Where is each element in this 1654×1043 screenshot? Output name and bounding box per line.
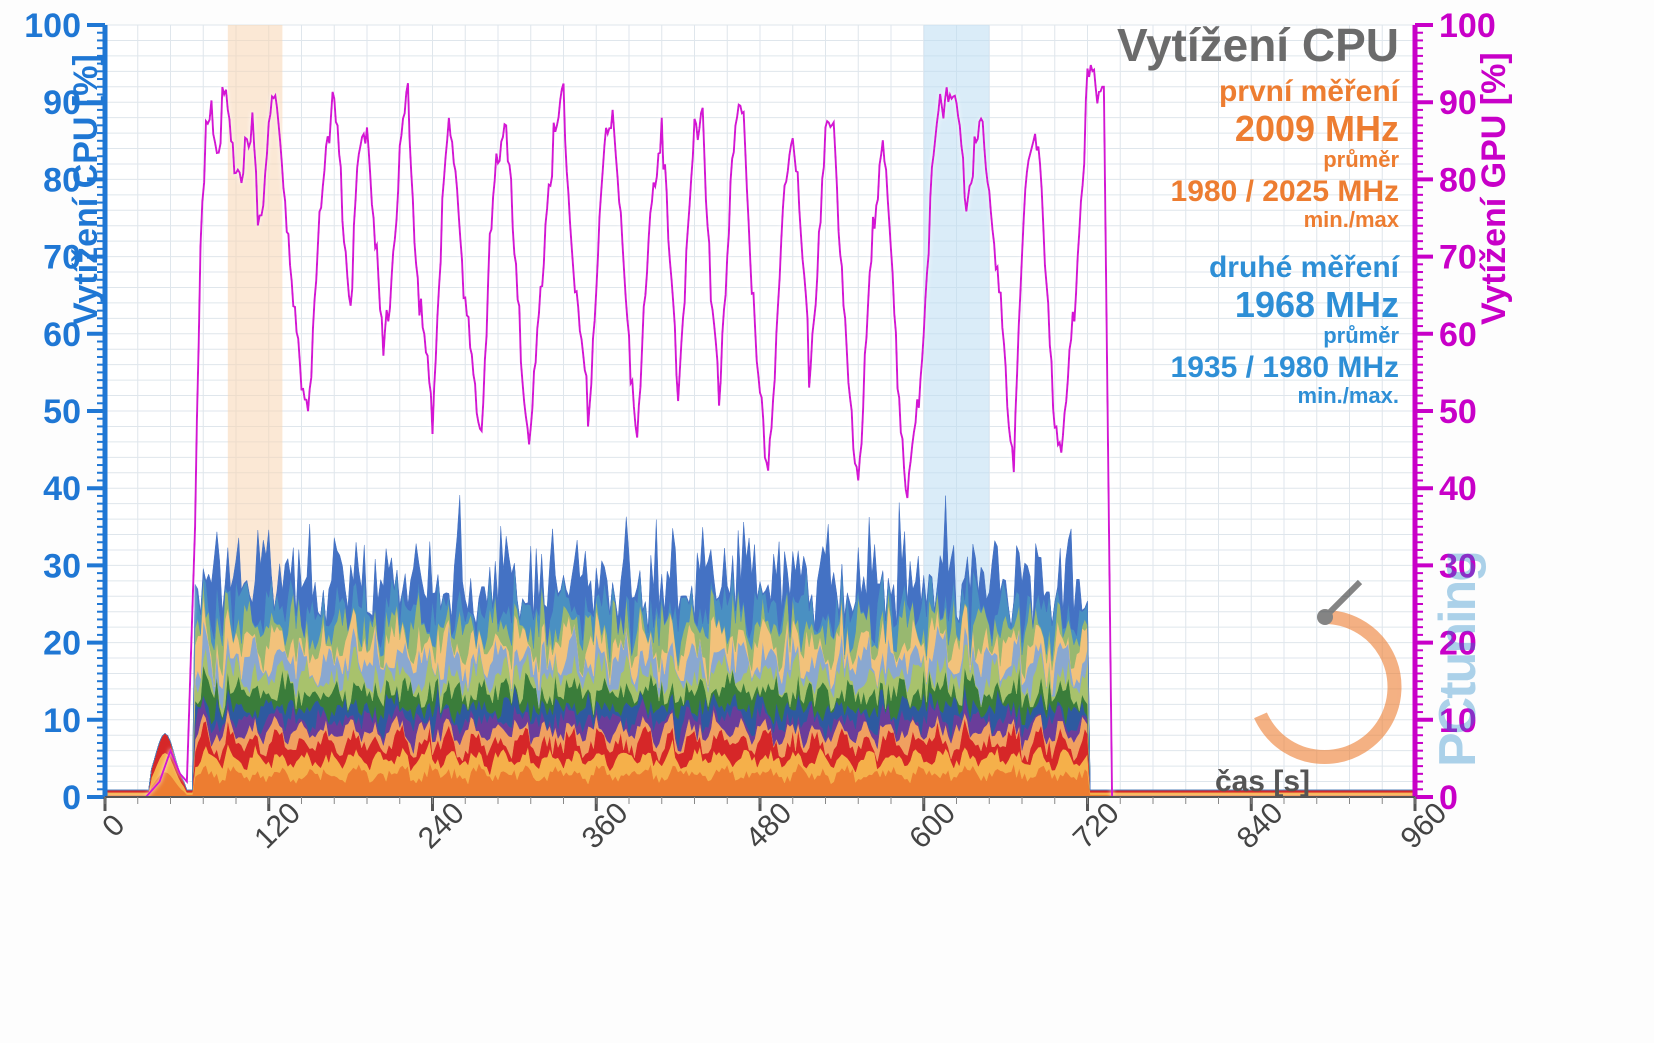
svg-text:50: 50: [1439, 393, 1477, 431]
svg-text:min./max: min./max: [1304, 207, 1400, 232]
x-axis-label: čas [s]: [1215, 765, 1310, 798]
svg-text:0: 0: [96, 808, 131, 843]
svg-text:30: 30: [43, 547, 81, 585]
y-right-axis-label: Vytížení GPU [%]: [1475, 52, 1513, 325]
svg-text:70: 70: [1439, 239, 1477, 277]
svg-text:10: 10: [43, 702, 81, 740]
chart-svg: 0102030405060708090100010203040506070809…: [0, 0, 1654, 1043]
svg-text:průměr: průměr: [1323, 147, 1399, 172]
svg-text:min./max.: min./max.: [1298, 383, 1399, 408]
cpu-gpu-utilization-chart: 0102030405060708090100010203040506070809…: [0, 0, 1654, 1043]
svg-text:1935 / 1980 MHz: 1935 / 1980 MHz: [1171, 351, 1399, 384]
svg-text:1968 MHz: 1968 MHz: [1235, 284, 1399, 325]
svg-text:480: 480: [739, 796, 798, 855]
svg-text:druhé měření: druhé měření: [1209, 251, 1401, 284]
svg-text:600: 600: [903, 796, 962, 855]
svg-text:100: 100: [1439, 7, 1496, 45]
svg-text:2009 MHz: 2009 MHz: [1235, 108, 1399, 149]
svg-text:120: 120: [248, 796, 307, 855]
chart-title: Vytížení CPU: [1117, 19, 1399, 71]
svg-text:720: 720: [1067, 796, 1126, 855]
svg-text:100: 100: [24, 7, 81, 45]
svg-text:240: 240: [412, 796, 471, 855]
y-left-axis-label: Vytížení CPU [%]: [67, 54, 105, 325]
svg-text:20: 20: [43, 625, 81, 663]
svg-text:první měření: první měření: [1219, 75, 1401, 108]
svg-text:840: 840: [1231, 796, 1290, 855]
svg-text:90: 90: [1439, 84, 1477, 122]
svg-text:PCtuning: PCtuning: [1429, 552, 1487, 767]
svg-text:1980 / 2025 MHz: 1980 / 2025 MHz: [1171, 175, 1399, 208]
svg-text:60: 60: [1439, 316, 1477, 354]
svg-text:40: 40: [1439, 470, 1477, 508]
svg-text:0: 0: [62, 779, 81, 817]
svg-text:80: 80: [1439, 161, 1477, 199]
svg-text:50: 50: [43, 393, 81, 431]
svg-text:360: 360: [576, 796, 635, 855]
svg-text:40: 40: [43, 470, 81, 508]
svg-text:průměr: průměr: [1323, 323, 1399, 348]
